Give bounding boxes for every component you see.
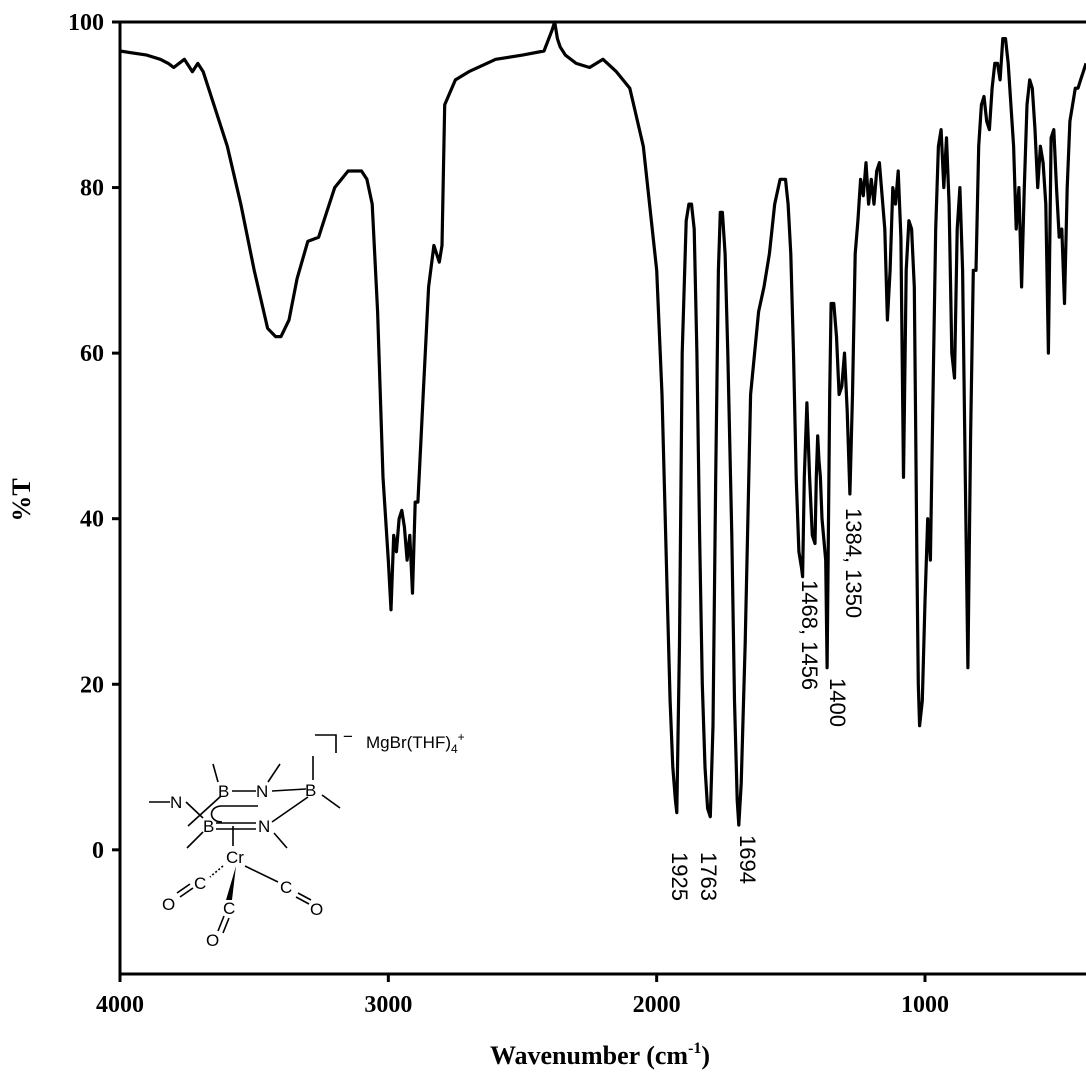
y-tick-label: 40 <box>80 507 104 533</box>
atom-b3: B <box>203 817 214 836</box>
molecule-structure: − MgBr(THF)4+ B N B N B <box>149 727 465 950</box>
atom-o3: O <box>310 900 323 919</box>
atom-cr: Cr <box>226 848 244 867</box>
y-tick-label: 0 <box>92 838 104 864</box>
atom-c1: C <box>194 874 206 893</box>
y-tick-label: 60 <box>80 341 104 367</box>
atom-c2: C <box>223 899 235 918</box>
counter-ion-label: MgBr(THF)4+ <box>366 730 465 756</box>
x-tick-label: 2000 <box>633 992 681 1018</box>
x-tick-label: 4000 <box>96 992 144 1018</box>
y-tick-label: 20 <box>80 672 104 698</box>
atom-n1: N <box>256 782 268 801</box>
x-axis-title: Wavenumber (cm-1) <box>490 1040 710 1070</box>
atom-o1: O <box>162 895 175 914</box>
peak-label-1384-1350: 1384, 1350 <box>841 508 866 618</box>
y-tick-label: 100 <box>68 10 104 36</box>
atom-n3: N <box>258 817 270 836</box>
peak-label-1400: 1400 <box>825 678 850 727</box>
peak-label-1468-1456: 1468, 1456 <box>797 580 822 690</box>
y-axis-title: %T <box>7 478 36 521</box>
atom-o2: O <box>206 931 219 950</box>
counter-ion-charge: − <box>343 727 353 746</box>
peak-label-1763: 1763 <box>696 852 721 901</box>
x-tick-label: 3000 <box>364 992 412 1018</box>
x-tick-label: 1000 <box>901 992 949 1018</box>
axis-tick-labels: 0 20 40 60 80 100 4000 3000 2000 1000 <box>68 10 949 1018</box>
peak-label-1925: 1925 <box>667 852 692 901</box>
atom-b2: B <box>305 781 316 800</box>
atom-c3: C <box>280 878 292 897</box>
axis-ticks <box>112 20 927 982</box>
peak-label-1694: 1694 <box>735 835 760 884</box>
spectrum-line <box>119 20 1086 827</box>
y-tick-label: 80 <box>80 176 104 202</box>
atom-n2: N <box>170 793 182 812</box>
atom-b1: B <box>218 782 229 801</box>
